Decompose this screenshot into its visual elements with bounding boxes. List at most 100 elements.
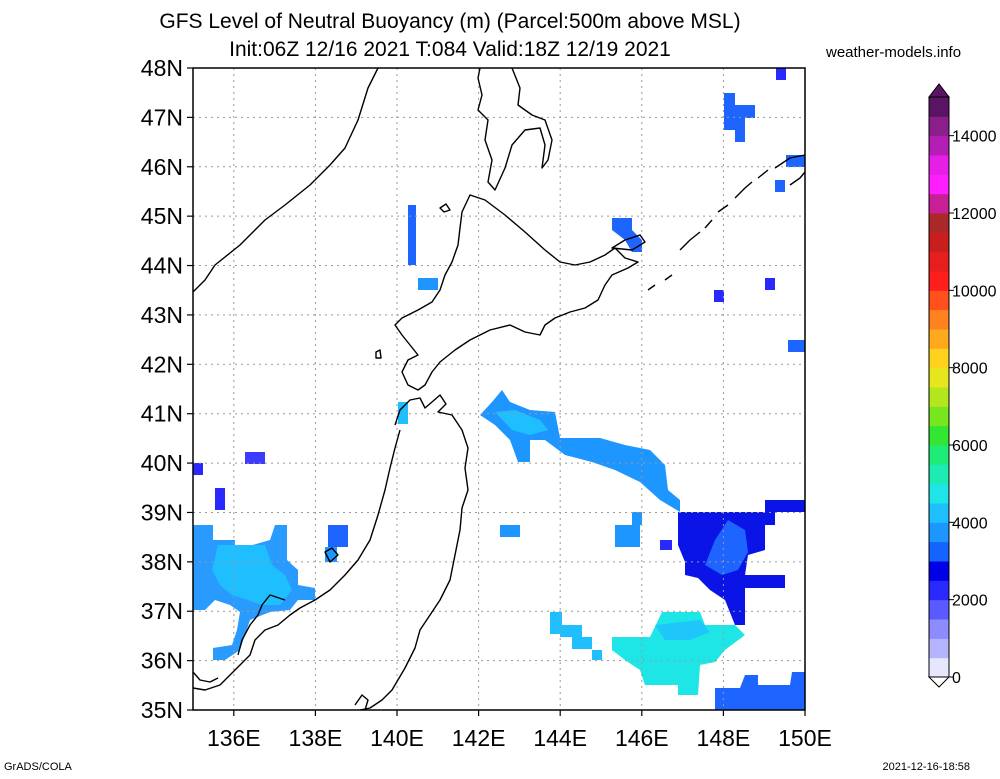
shade-cell: [560, 625, 582, 637]
colorbar-label: 4000: [952, 515, 988, 532]
shade-cell: [398, 402, 408, 424]
coast-noto: [237, 594, 286, 656]
lat-tick-label: 44N: [141, 253, 183, 279]
shade-south-band: [715, 672, 805, 710]
coast-island: [439, 203, 451, 213]
shade-cell: [245, 452, 265, 464]
shade-cell: [592, 650, 602, 660]
colorbar-label: 10000: [952, 283, 997, 300]
latitude-labels: 35N 36N 37N 38N 39N 40N 41N 42N 43N 44N 45N 46N 47N 4…: [141, 55, 183, 723]
shade-cell: [615, 525, 640, 547]
shade-cell: [632, 512, 642, 525]
lat-tick-label: 36N: [141, 648, 183, 674]
lon-tick-label: 146E: [615, 725, 669, 751]
lon-tick-label: 150E: [778, 725, 832, 751]
lat-tick-label: 38N: [141, 549, 183, 575]
shade-pacific-band: [480, 390, 680, 512]
coast-kurils: [647, 154, 806, 291]
coast-hokkaido: [394, 194, 639, 391]
coast-sakhalin: [477, 67, 553, 191]
colorbar-label: 8000: [952, 361, 988, 378]
colorbar-min-arrow: [927, 676, 951, 688]
lon-tick-label: 144E: [533, 725, 587, 751]
colorbar-label: 2000: [952, 593, 988, 610]
shade-cell: [660, 540, 672, 550]
lat-tick-label: 35N: [141, 697, 183, 723]
colorbar-swatch: [929, 406, 949, 427]
colorbar-swatch: [929, 271, 949, 291]
colorbar-labels: 0 2000 4000 6000 8000 10000 12000 14000: [949, 129, 997, 687]
lat-tick-label: 37N: [141, 598, 183, 624]
colorbar-label: 0: [952, 670, 961, 687]
map-frame: [192, 67, 806, 711]
colorbar-swatch: [929, 387, 949, 407]
coast-kunashiri: [611, 234, 646, 251]
colorbar-swatch: [929, 290, 949, 311]
coastlines: [192, 67, 806, 711]
colorbar-label: 14000: [952, 129, 997, 146]
shade-cell: [500, 525, 520, 537]
shade-cell: [714, 290, 724, 302]
lat-tick-label: 43N: [141, 302, 183, 328]
lon-tick-label: 140E: [370, 725, 424, 751]
colorbar-label: 6000: [952, 438, 988, 455]
colorbar-swatch: [929, 561, 949, 581]
colorbar-swatch: [929, 483, 949, 504]
lat-tick-label: 42N: [141, 351, 183, 377]
colorbar-swatch: [929, 116, 949, 137]
lat-tick-label: 47N: [141, 104, 183, 130]
colorbar-swatch: [929, 464, 949, 485]
lon-tick-label: 148E: [697, 725, 751, 751]
colorbar-swatch: [929, 348, 949, 369]
shade-cell: [418, 278, 438, 290]
colorbar-swatch: [929, 425, 949, 446]
lon-tick-label: 142E: [452, 725, 506, 751]
colorbar-swatch: [929, 329, 949, 349]
colorbar-swatch: [929, 522, 949, 543]
colorbar-swatch: [929, 135, 949, 156]
shade-southeast-blob-edge: [655, 620, 710, 640]
colorbar-swatch: [929, 619, 949, 639]
axis-ticks: [187, 67, 806, 716]
shade-cell: [193, 463, 203, 475]
software-credit: GrADS/COLA: [4, 761, 72, 773]
lat-tick-label: 39N: [141, 499, 183, 525]
coast-primorye: [192, 67, 379, 293]
coast-island: [375, 349, 382, 359]
shade-cell: [328, 525, 348, 547]
shade-sea-of-japan-west-core: [212, 545, 292, 605]
shade-cell: [776, 68, 786, 80]
colorbar-swatch: [929, 367, 949, 388]
colorbar-swatch: [929, 97, 949, 117]
colorbar-swatch: [929, 309, 949, 330]
colorbar-swatch: [929, 251, 949, 272]
shade-cell: [215, 488, 225, 510]
colorbar-label: 12000: [952, 206, 997, 223]
colorbar-swatch: [929, 232, 949, 253]
coast-izu: [354, 694, 369, 711]
shade-kuril-cell: [612, 218, 642, 252]
coast-sado: [324, 547, 339, 563]
lat-tick-label: 40N: [141, 450, 183, 476]
shade-cell: [788, 340, 805, 352]
lat-tick-label: 41N: [141, 401, 183, 427]
site-label: weather-models.info: [826, 44, 962, 61]
lat-tick-label: 48N: [141, 55, 183, 81]
shade-pacific-band-core: [495, 410, 548, 435]
chart-title: GFS Level of Neutral Buoyancy (m) (Parce…: [159, 10, 741, 33]
shade-cell: [765, 278, 775, 290]
chart-subtitle: Init:06Z 12/16 2021 T:084 Valid:18Z 12/1…: [229, 38, 671, 61]
colorbar-swatch: [929, 541, 949, 562]
coast-kamchatka-tip: [789, 171, 806, 186]
shade-pacific-east-inner: [705, 520, 748, 575]
colorbar-swatch: [929, 503, 949, 523]
shade-cell: [408, 205, 416, 265]
lon-tick-label: 136E: [207, 725, 261, 751]
lon-tick-label: 138E: [289, 725, 343, 751]
shade-cell: [775, 180, 785, 192]
coast-honshu-west: [192, 429, 401, 691]
shade-cell: [550, 612, 562, 634]
coast-southern-tip: [192, 671, 219, 683]
colorbar-swatch: [929, 155, 949, 175]
longitude-labels: 136E 138E 140E 142E 144E 146E 148E 150E: [207, 725, 832, 751]
